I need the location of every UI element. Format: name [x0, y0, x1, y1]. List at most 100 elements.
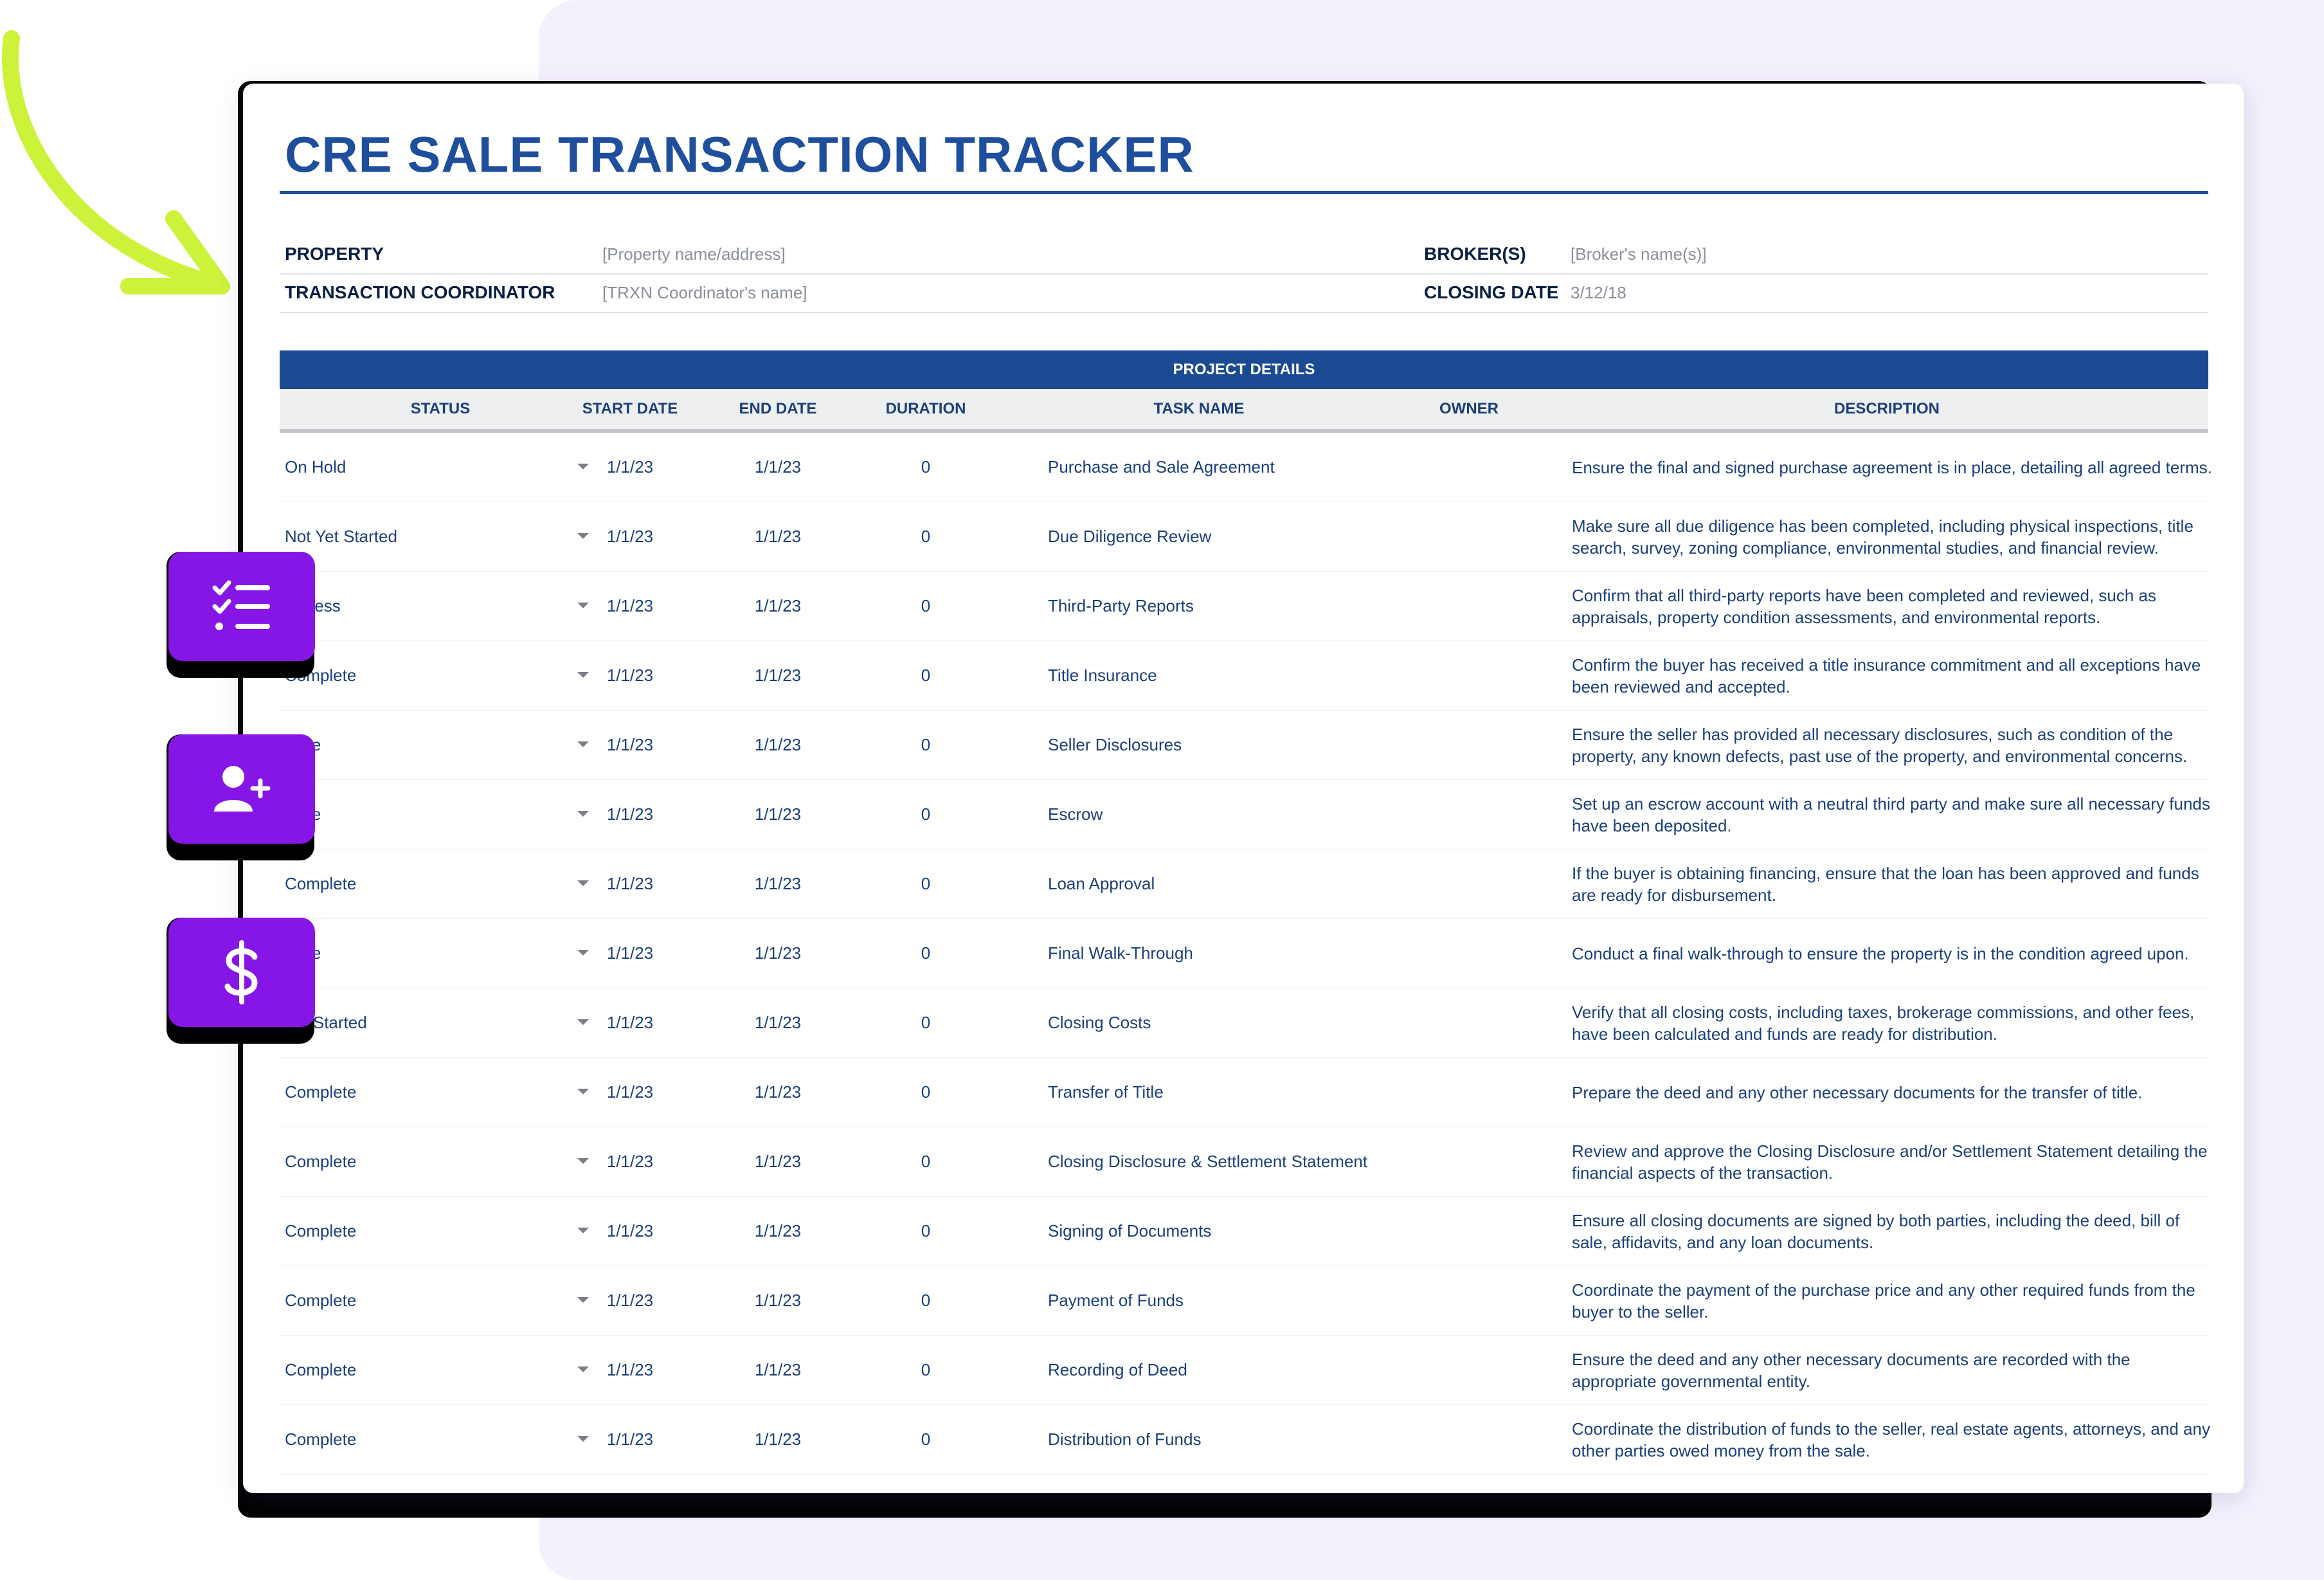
end-date-cell[interactable]: 1/1/23 — [754, 1221, 802, 1240]
owner-cell[interactable] — [1398, 1058, 1540, 1127]
status-dropdown-icon[interactable] — [577, 880, 589, 886]
start-date-cell[interactable]: 1/1/23 — [606, 804, 654, 824]
brokers-field[interactable]: [Broker's name(s)] — [1571, 244, 1707, 264]
end-date-cell[interactable]: 1/1/23 — [754, 804, 802, 824]
task-name-cell[interactable]: Seller Disclosures — [1048, 735, 1182, 754]
task-name-cell[interactable]: Third-Party Reports — [1048, 596, 1194, 615]
start-date-cell[interactable]: 1/1/23 — [606, 1430, 654, 1449]
description-cell[interactable]: Confirm the buyer has received a title i… — [1572, 655, 2201, 696]
status-cell[interactable]: Complete — [285, 1082, 357, 1102]
add-user-button[interactable] — [168, 734, 315, 844]
status-dropdown-icon[interactable] — [577, 533, 589, 539]
end-date-cell[interactable]: 1/1/23 — [754, 1013, 802, 1032]
dollar-button[interactable] — [168, 918, 315, 1027]
start-date-cell[interactable]: 1/1/23 — [606, 596, 654, 615]
end-date-cell[interactable]: 1/1/23 — [754, 527, 802, 546]
start-date-cell[interactable]: 1/1/23 — [606, 666, 654, 685]
end-date-cell[interactable]: 1/1/23 — [754, 874, 802, 893]
status-cell[interactable]: On Hold — [285, 457, 347, 477]
status-cell[interactable]: plete — [285, 919, 568, 988]
owner-cell[interactable] — [1398, 502, 1540, 571]
owner-cell[interactable] — [1398, 1266, 1540, 1335]
description-cell[interactable]: Set up an escrow account with a neutral … — [1572, 794, 2210, 835]
owner-cell[interactable] — [1398, 780, 1540, 849]
status-cell[interactable]: plete — [285, 711, 568, 779]
description-cell[interactable]: Confirm that all third-party reports hav… — [1572, 585, 2157, 627]
description-cell[interactable]: Ensure the final and signed purchase agr… — [1572, 457, 2212, 477]
status-cell[interactable]: Complete — [285, 1152, 357, 1171]
status-dropdown-icon[interactable] — [577, 1367, 589, 1372]
status-dropdown-icon[interactable] — [577, 1019, 589, 1025]
task-name-cell[interactable]: Distribution of Funds — [1048, 1430, 1202, 1449]
end-date-cell[interactable]: 1/1/23 — [754, 1152, 802, 1171]
status-dropdown-icon[interactable] — [577, 741, 589, 747]
owner-cell[interactable] — [1398, 1127, 1540, 1196]
description-cell[interactable]: Ensure the seller has provided all neces… — [1572, 724, 2188, 766]
start-date-cell[interactable]: 1/1/23 — [606, 457, 654, 477]
end-date-cell[interactable]: 1/1/23 — [754, 943, 802, 963]
end-date-cell[interactable]: 1/1/23 — [754, 457, 802, 477]
description-cell[interactable]: Make sure all due diligence has been com… — [1572, 516, 2193, 558]
description-cell[interactable]: Ensure the deed and any other necessary … — [1572, 1349, 2130, 1391]
status-cell[interactable]: Complete — [285, 874, 357, 893]
start-date-cell[interactable]: 1/1/23 — [606, 1013, 654, 1032]
status-cell[interactable]: rogress — [285, 572, 568, 640]
owner-cell[interactable] — [1398, 1336, 1540, 1404]
task-name-cell[interactable]: Title Insurance — [1048, 666, 1157, 685]
owner-cell[interactable] — [1398, 641, 1540, 710]
end-date-cell[interactable]: 1/1/23 — [754, 1291, 802, 1310]
status-dropdown-icon[interactable] — [577, 1158, 589, 1164]
description-cell[interactable]: Conduct a final walk-through to ensure t… — [1572, 943, 2189, 963]
owner-cell[interactable] — [1398, 988, 1540, 1057]
description-cell[interactable]: Prepare the deed and any other necessary… — [1572, 1082, 2143, 1102]
task-name-cell[interactable]: Closing Costs — [1048, 1013, 1151, 1032]
end-date-cell[interactable]: 1/1/23 — [754, 1082, 802, 1102]
start-date-cell[interactable]: 1/1/23 — [606, 1152, 654, 1171]
status-cell[interactable]: Complete — [285, 1430, 357, 1449]
end-date-cell[interactable]: 1/1/23 — [754, 666, 802, 685]
start-date-cell[interactable]: 1/1/23 — [606, 735, 654, 754]
status-cell[interactable]: Complete — [285, 1221, 357, 1240]
status-dropdown-icon[interactable] — [577, 811, 589, 817]
end-date-cell[interactable]: 1/1/23 — [754, 1430, 802, 1449]
owner-cell[interactable] — [1398, 1405, 1540, 1474]
start-date-cell[interactable]: 1/1/23 — [606, 943, 654, 963]
owner-cell[interactable] — [1398, 711, 1540, 779]
task-name-cell[interactable]: Purchase and Sale Agreement — [1048, 457, 1275, 477]
start-date-cell[interactable]: 1/1/23 — [606, 527, 654, 546]
task-name-cell[interactable]: Closing Disclosure & Settlement Statemen… — [1048, 1152, 1368, 1171]
end-date-cell[interactable]: 1/1/23 — [754, 1360, 802, 1379]
task-name-cell[interactable]: Signing of Documents — [1048, 1221, 1212, 1240]
status-cell[interactable]: Complete — [285, 666, 357, 685]
status-dropdown-icon[interactable] — [577, 1436, 589, 1442]
start-date-cell[interactable]: 1/1/23 — [606, 1291, 654, 1310]
coordinator-field[interactable]: [TRXN Coordinator's name] — [602, 283, 807, 302]
status-cell[interactable]: plete — [285, 780, 568, 849]
start-date-cell[interactable]: 1/1/23 — [606, 1082, 654, 1102]
start-date-cell[interactable]: 1/1/23 — [606, 874, 654, 893]
status-cell[interactable]: Yet Started — [285, 1013, 367, 1032]
description-cell[interactable]: Review and approve the Closing Disclosur… — [1572, 1141, 2208, 1183]
owner-cell[interactable] — [1398, 572, 1540, 640]
status-cell[interactable]: Complete — [285, 1291, 357, 1310]
task-name-cell[interactable]: Payment of Funds — [1048, 1291, 1184, 1310]
task-name-cell[interactable]: Loan Approval — [1048, 874, 1155, 893]
owner-cell[interactable] — [1398, 1197, 1540, 1266]
owner-cell[interactable] — [1398, 919, 1540, 988]
description-cell[interactable]: If the buyer is obtaining financing, ens… — [1572, 863, 2199, 905]
status-dropdown-icon[interactable] — [577, 950, 589, 956]
end-date-cell[interactable]: 1/1/23 — [754, 735, 802, 754]
start-date-cell[interactable]: 1/1/23 — [606, 1360, 654, 1379]
description-cell[interactable]: Coordinate the distribution of funds to … — [1572, 1419, 2210, 1460]
status-dropdown-icon[interactable] — [577, 1297, 589, 1303]
status-dropdown-icon[interactable] — [577, 1228, 589, 1233]
status-dropdown-icon[interactable] — [577, 1089, 589, 1094]
closing-date-field[interactable]: 3/12/18 — [1571, 283, 1626, 302]
property-field[interactable]: [Property name/address] — [602, 244, 786, 264]
status-dropdown-icon[interactable] — [577, 464, 589, 469]
start-date-cell[interactable]: 1/1/23 — [606, 1221, 654, 1240]
task-name-cell[interactable]: Transfer of Title — [1048, 1082, 1164, 1102]
task-name-cell[interactable]: Escrow — [1048, 804, 1103, 824]
description-cell[interactable]: Verify that all closing costs, including… — [1572, 1002, 2195, 1044]
description-cell[interactable]: Coordinate the payment of the purchase p… — [1572, 1280, 2195, 1321]
